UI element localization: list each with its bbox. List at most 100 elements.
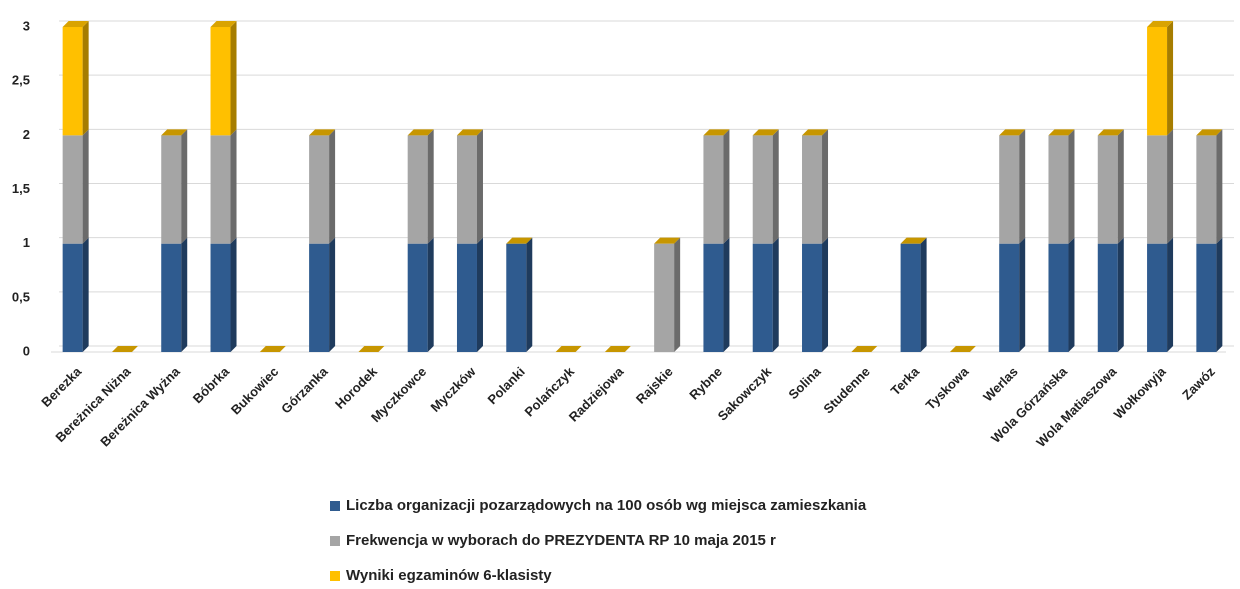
bar-top [309, 129, 336, 136]
bar-side [526, 237, 533, 352]
bar-segment [999, 135, 1020, 244]
x-tick-label: Bóbrka [190, 363, 233, 406]
bar-side [181, 129, 188, 244]
bar-segment [506, 243, 527, 352]
x-tick-label: Sakowczyk [715, 363, 775, 423]
bar-side [822, 129, 829, 244]
x-tick-label: Terka [888, 363, 923, 398]
legend-swatch [330, 501, 340, 511]
bar-side [1117, 129, 1124, 244]
bar-top [1097, 129, 1124, 136]
bar-segment [703, 135, 724, 244]
bar-side [230, 21, 237, 136]
x-tick-label: Tyskowa [923, 363, 972, 412]
x-tick-label: Werlas [980, 364, 1021, 405]
bar-top [259, 346, 286, 352]
bar-segment [1048, 243, 1069, 352]
bar-segment [999, 243, 1020, 352]
x-tick-label: Berezka [38, 363, 84, 409]
bar-segment [1147, 135, 1168, 244]
bar-top [62, 21, 89, 27]
bar-top [752, 129, 779, 136]
bar-segment [802, 243, 823, 352]
bar-top [555, 346, 582, 352]
bar-segment [1147, 243, 1168, 352]
x-tick-label: Górzanka [278, 363, 331, 416]
bar-top [161, 129, 188, 136]
x-tick-label: Polanki [485, 364, 528, 407]
bar-top [358, 346, 385, 352]
bar-top [1048, 129, 1075, 136]
bar-side [427, 129, 434, 244]
y-tick-label: 1 [23, 235, 30, 250]
x-tick-label: Studenne [820, 364, 872, 416]
bar-top [1196, 129, 1223, 136]
bar-segment [210, 27, 231, 136]
bar-segment [309, 243, 330, 352]
bar-side [476, 129, 483, 244]
y-tick-label: 0,5 [12, 289, 30, 304]
bar-side [181, 237, 188, 352]
bar-top [407, 129, 434, 136]
y-tick-label: 0 [23, 343, 30, 358]
bar-side [1117, 237, 1124, 352]
bar-segment [309, 135, 330, 244]
bar-side [1167, 237, 1174, 352]
bar-side [772, 237, 779, 352]
bar-side [1019, 237, 1026, 352]
bar-side [329, 237, 336, 352]
bar-segment [210, 135, 231, 244]
bar-top [604, 346, 631, 352]
bar-segment [900, 243, 921, 352]
bar-side [82, 21, 89, 136]
bar-side [920, 237, 927, 352]
x-tick-label: Rajskie [633, 364, 676, 407]
bar-side [82, 237, 89, 352]
x-tick-label: Myczków [428, 363, 480, 415]
bar-side [1068, 237, 1075, 352]
bar-segment [62, 27, 83, 136]
bar-segment [1048, 135, 1069, 244]
y-tick-label: 3 [23, 18, 30, 33]
y-tick-label: 1,5 [12, 181, 30, 196]
bar-segment [1097, 243, 1118, 352]
bar-top [851, 346, 878, 352]
legend-swatch [330, 536, 340, 546]
bar-segment [752, 135, 773, 244]
bar-top [900, 237, 927, 244]
bar-top [703, 129, 730, 136]
bar-side [329, 129, 336, 244]
bar-segment [407, 243, 428, 352]
bar-top [802, 129, 829, 136]
bar-side [230, 129, 237, 244]
bar-side [723, 237, 730, 352]
bar-segment [210, 243, 231, 352]
bar-side [723, 129, 730, 244]
bar-segment [161, 243, 182, 352]
bar-top [111, 346, 138, 352]
bar-side [1068, 129, 1075, 244]
bar-top [654, 237, 681, 244]
bar-segment [1196, 135, 1217, 244]
bar-top [999, 129, 1026, 136]
legend-label: Wyniki egzaminów 6-klasisty [346, 567, 552, 584]
bar-segment [62, 243, 83, 352]
bar-segment [1196, 243, 1217, 352]
bar-segment [802, 135, 823, 244]
bar-segment [161, 135, 182, 244]
x-tick-label: Bukowiec [228, 364, 282, 418]
bar-segment [752, 243, 773, 352]
legend-label: Liczba organizacji pozarządowych na 100 … [346, 497, 867, 514]
bar-segment [703, 243, 724, 352]
bar-segment [456, 243, 477, 352]
bar-side [1019, 129, 1026, 244]
x-tick-label: Solina [785, 363, 824, 402]
bar-segment [456, 135, 477, 244]
bar-side [1216, 237, 1223, 352]
bar-side [674, 237, 681, 352]
bar-side [230, 237, 237, 352]
bar-side [822, 237, 829, 352]
x-tick-label: Rybne [686, 364, 725, 403]
y-tick-label: 2 [23, 127, 30, 142]
